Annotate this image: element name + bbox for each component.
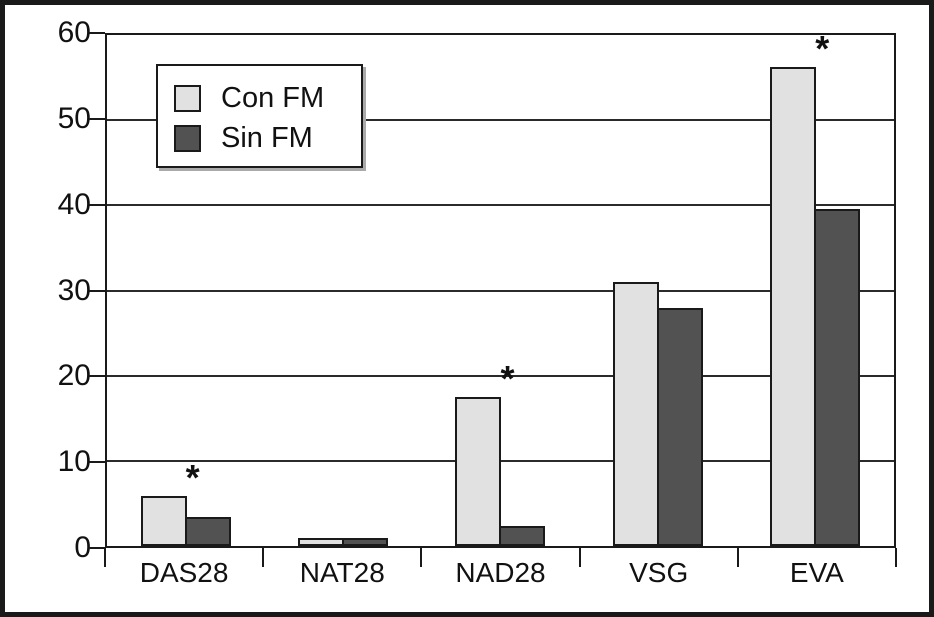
- x-axis-label-nad28: NAD28: [455, 557, 546, 588]
- bar-vsg-con-fm: [612, 281, 659, 546]
- bar-nat28-con-fm: [298, 538, 345, 546]
- y-axis-tick-label-0: 0: [74, 531, 91, 564]
- category-group-eva: *: [737, 31, 894, 546]
- legend-entry-sin-fm: Sin FM: [174, 118, 361, 158]
- x-axis-label-eva: EVA: [789, 557, 844, 588]
- y-axis-tick-label-60: 60: [57, 16, 91, 49]
- x-axis-label-nat28: NAT28: [299, 557, 385, 588]
- legend-swatch-sin-fm: [174, 124, 201, 152]
- bar-eva-sin-fm: [814, 208, 861, 546]
- x-axis-boundary-tick-3: [578, 548, 581, 567]
- y-axis-tick-label-10: 10: [57, 445, 91, 479]
- gridline-y-30: [107, 289, 894, 292]
- legend-label-sin-fm: Sin FM: [221, 121, 313, 154]
- legend-label-con-fm: Con FM: [221, 81, 325, 114]
- y-axis-tick-mark-60: [89, 32, 105, 34]
- y-axis-tick-mark-50: [89, 117, 105, 120]
- x-axis-boundary-tick-2: [420, 548, 423, 567]
- x-axis-boundary-tick-0: [104, 548, 106, 567]
- y-axis-tick-mark-20: [89, 375, 105, 378]
- bar-nad28-con-fm: *: [455, 360, 514, 546]
- gridline-y-40: [107, 204, 894, 207]
- y-axis-tick-label-30: 30: [57, 273, 91, 307]
- y-axis-tick-label-20: 20: [57, 359, 91, 393]
- x-axis-boundary-tick-4: [736, 548, 739, 567]
- y-axis-tick-mark-10: [89, 461, 105, 464]
- y-axis-tick-mark-40: [89, 203, 105, 206]
- category-group-vsg: [579, 35, 736, 546]
- bar-vsg-sin-fm: [656, 307, 703, 546]
- significance-asterisk-das28: *: [185, 456, 200, 498]
- gridline-y-20: [107, 374, 894, 377]
- legend-entry-con-fm: Con FM: [174, 78, 361, 118]
- y-axis-tick-mark-30: [89, 289, 105, 292]
- category-group-nad28: *: [422, 35, 579, 546]
- gridline-y-50: [107, 119, 894, 122]
- x-axis-boundary-tick-5: [895, 548, 897, 567]
- y-axis-tick-label-40: 40: [57, 187, 91, 221]
- category-group-nat28: [264, 35, 421, 546]
- x-axis-label-vsg: VSG: [629, 557, 689, 588]
- y-axis-tick-label-50: 50: [57, 101, 91, 135]
- category-group-das28: *: [107, 35, 264, 546]
- significance-asterisk-nad28: *: [500, 357, 515, 399]
- x-axis-boundary-tick-1: [262, 548, 265, 567]
- x-axis-label-das28: DAS28: [139, 557, 229, 588]
- bar-das28-con-fm: *: [140, 459, 200, 546]
- bar-eva-con-fm: *: [770, 31, 829, 546]
- legend: Con FM Sin FM: [156, 64, 363, 168]
- legend-swatch-con-fm: [174, 84, 201, 112]
- significance-asterisk-eva: *: [815, 28, 830, 70]
- y-axis-tick-mark-0: [89, 547, 105, 549]
- plot-area: * * *: [105, 31, 896, 548]
- bar-das28-sin-fm: [184, 517, 231, 546]
- bar-nat28-sin-fm: [342, 538, 389, 546]
- bar-nad28-sin-fm: [499, 526, 546, 546]
